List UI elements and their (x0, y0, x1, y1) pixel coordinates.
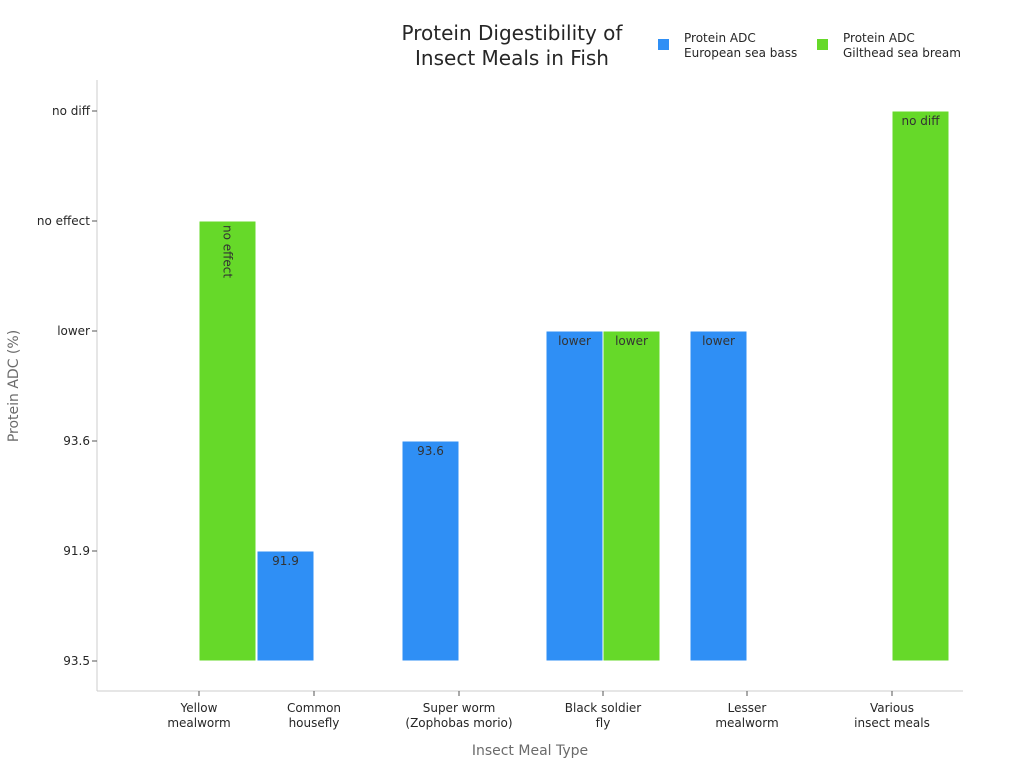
y-tick-label: 91.9 (63, 544, 90, 558)
x-tick-label-line: mealworm (167, 716, 230, 730)
bar-value-label: no diff (902, 114, 941, 128)
legend-label-line: Protein ADC (843, 31, 915, 45)
bar-sea-bream (198, 220, 257, 662)
chart-title: Protein Digestibility of Insect Meals in … (402, 21, 624, 70)
x-tick-label: Common housefly (287, 701, 341, 730)
legend-label-line: Protein ADC (684, 31, 756, 45)
x-tick-label-line: Yellow (180, 701, 218, 715)
legend-swatch (658, 39, 669, 50)
x-tick-label: Various insect meals (854, 701, 930, 730)
legend-label: Protein ADC Gilthead sea bream (843, 31, 961, 60)
x-tick-label-line: Common (287, 701, 341, 715)
legend-label-line: European sea bass (684, 46, 797, 60)
y-tick-label: 93.5 (63, 654, 90, 668)
x-tick-label-line: Black soldier (565, 701, 642, 715)
x-tick-label-line: housefly (289, 716, 340, 730)
x-tick-label-line: Lesser (728, 701, 767, 715)
chart-title-line: Protein Digestibility of (402, 21, 624, 45)
x-tick-label: Black soldier fly (565, 701, 642, 730)
bar-value-label: lower (558, 334, 591, 348)
legend-label: Protein ADC European sea bass (684, 31, 797, 60)
y-tick-label: 93.6 (63, 434, 90, 448)
bar-sea-bream (602, 330, 661, 662)
bar-sea-bass (401, 440, 460, 662)
y-axis-title: Protein ADC (%) (6, 330, 22, 442)
bar-value-label: no effect (221, 225, 235, 278)
bar-value-label: 93.6 (417, 444, 444, 458)
bar-value-label: lower (615, 334, 648, 348)
legend-swatch (817, 39, 828, 50)
x-tick-label-line: mealworm (715, 716, 778, 730)
bar-sea-bass (545, 330, 604, 662)
y-tick-label: no diff (52, 104, 91, 118)
x-tick-label-line: insect meals (854, 716, 930, 730)
x-axis-title: Insect Meal Type (472, 743, 588, 759)
y-tick-label: lower (57, 324, 90, 338)
legend-label-line: Gilthead sea bream (843, 46, 961, 60)
x-tick-label: Lesser mealworm (715, 701, 778, 730)
bar-value-label: lower (702, 334, 735, 348)
x-tick-label-line: fly (596, 716, 611, 730)
x-tick-label-line: Various (870, 701, 914, 715)
x-tick-label-line: Super worm (423, 701, 496, 715)
x-tick-label-line: (Zophobas morio) (405, 716, 512, 730)
bar-sea-bass (689, 330, 748, 662)
x-tick-label: Yellow mealworm (167, 701, 230, 730)
chart-title-line: Insect Meals in Fish (415, 46, 609, 70)
x-tick-label: Super worm (Zophobas morio) (405, 701, 512, 730)
bar-value-label: 91.9 (272, 554, 299, 568)
bar-sea-bass (256, 550, 315, 662)
y-tick-label: no effect (37, 214, 90, 228)
bar-sea-bream (891, 110, 950, 662)
